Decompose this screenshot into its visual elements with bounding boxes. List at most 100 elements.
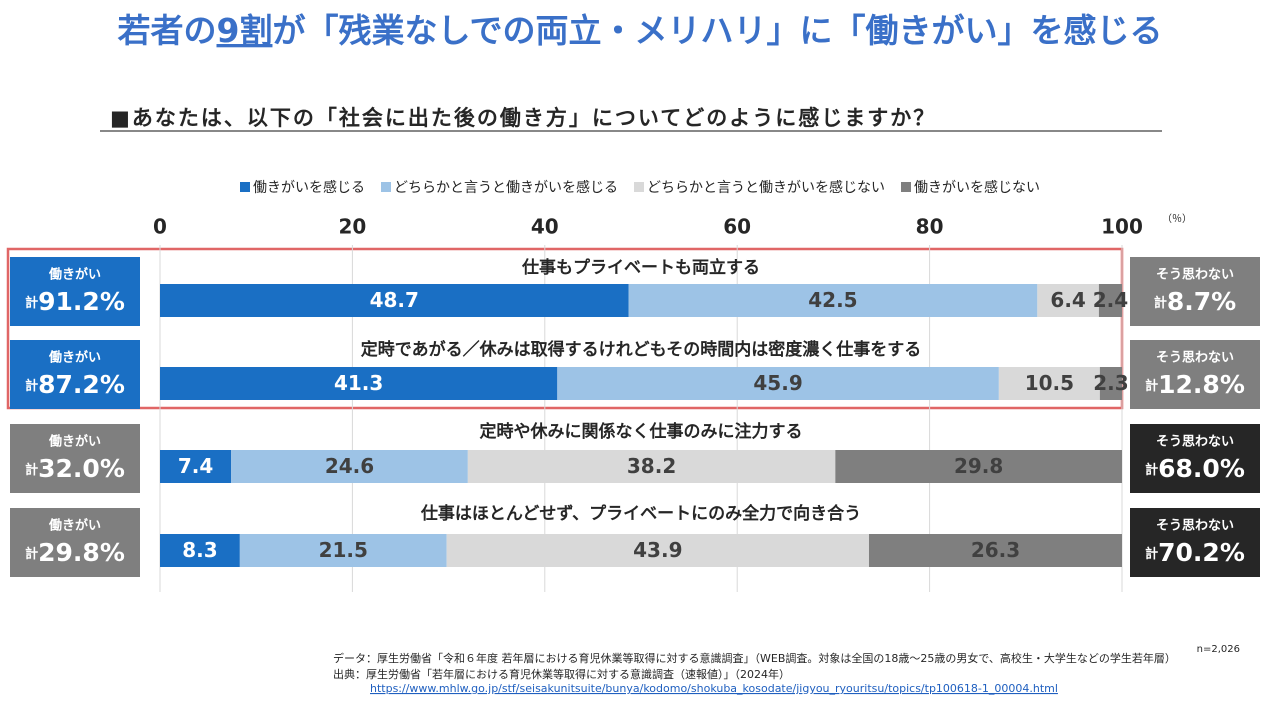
total-prefix: 計: [1145, 378, 1158, 394]
data-label: 21.5: [319, 538, 368, 562]
data-label: 43.9: [633, 538, 682, 562]
bar-segment: [239, 534, 447, 567]
bar-segment: [835, 450, 1122, 483]
data-label: 29.8: [954, 454, 1003, 478]
total-value-label: 12.8%: [1158, 370, 1245, 399]
total-box-label: 働きがい: [48, 350, 101, 366]
total-box: [1130, 508, 1260, 577]
source-line: 出典：厚生労働省「若年層における育児休業等取得に対する意識調査（速報値）」（20…: [333, 667, 790, 681]
total-value-label: 29.8%: [38, 538, 125, 567]
bar-segment: [557, 367, 999, 400]
category-label: 仕事はほとんどせず、プライベートにのみ全力で向き合う: [420, 503, 861, 524]
data-label: 2.3: [1093, 371, 1128, 395]
total-box: [1130, 340, 1260, 409]
x-tick-label: 20: [338, 215, 366, 239]
total-value-label: 68.0%: [1158, 454, 1245, 483]
data-label: 38.2: [627, 454, 676, 478]
category-label: 仕事もプライベートも両立する: [521, 257, 760, 278]
total-box-label: 働きがい: [48, 518, 101, 534]
total-value: 計29.8%: [25, 538, 125, 567]
x-tick-label: 40: [531, 215, 559, 239]
data-label: 7.4: [178, 454, 213, 478]
category-label: 定時であがる／休みは取得するけれどもその時間内は密度濃く仕事をする: [361, 339, 922, 360]
data-label: 45.9: [753, 371, 802, 395]
data-label: 10.5: [1025, 371, 1074, 395]
data-label: 48.7: [370, 288, 419, 312]
x-unit: （％）: [1162, 213, 1192, 225]
total-box-label: 働きがい: [48, 434, 101, 450]
bar-segment: [160, 367, 558, 400]
legend-swatch: [240, 182, 250, 192]
total-prefix: 計: [25, 462, 38, 478]
data-label: 42.5: [808, 288, 857, 312]
total-value: 計91.2%: [25, 287, 125, 316]
total-prefix: 計: [25, 378, 38, 394]
total-value: 計68.0%: [1145, 454, 1245, 483]
bar-segment: [1037, 284, 1099, 317]
legend-swatch: [381, 182, 391, 192]
total-prefix: 計: [1145, 462, 1158, 478]
legend-label: どちらかと言うと働きがいを感じない: [647, 179, 885, 196]
bar-segment: [1098, 284, 1122, 317]
x-tick-label: 80: [916, 215, 944, 239]
total-value: 計8.7%: [1154, 287, 1236, 316]
data-label: 24.6: [325, 454, 374, 478]
total-value: 計32.0%: [25, 454, 125, 483]
total-box-label: 働きがい: [48, 267, 101, 283]
bar-segment: [868, 534, 1122, 567]
total-value: 計87.2%: [25, 370, 125, 399]
total-value-label: 87.2%: [38, 370, 125, 399]
bar-segment: [160, 284, 629, 317]
total-prefix: 計: [1154, 295, 1167, 311]
data-line: データ：厚生労働省「令和６年度 若年層における育児休業等取得に対する意識調査」（…: [333, 651, 1176, 665]
total-value-label: 32.0%: [38, 454, 125, 483]
total-value-label: 8.7%: [1167, 287, 1236, 316]
total-value: 計70.2%: [1145, 538, 1245, 567]
legend-label: 働きがいを感じる: [253, 179, 365, 196]
legend-swatch: [634, 182, 644, 192]
total-box: [10, 257, 140, 326]
bar-segment: [160, 450, 232, 483]
legend-swatch: [901, 182, 911, 192]
slide-title: 若者の9割が「残業なしでの両立・メリハリ」に「働きがい」を感じる: [118, 11, 1163, 50]
legend-label: 働きがいを感じない: [914, 179, 1040, 196]
chart-title: ■あなたは、以下の「社会に出た後の働き方」についてどのように感じますか？: [110, 106, 936, 130]
legend-label: どちらかと言うと働きがいを感じる: [394, 179, 618, 196]
source-link[interactable]: https://www.mhlw.go.jp/stf/seisakunitsui…: [370, 682, 1058, 695]
x-tick-label: 0: [153, 215, 167, 239]
total-prefix: 計: [1145, 546, 1158, 562]
total-box: [1130, 424, 1260, 493]
bar-segment: [998, 367, 1100, 400]
bar-segment: [231, 450, 468, 483]
x-tick-label: 60: [723, 215, 751, 239]
total-box: [1130, 257, 1260, 326]
title-part: 9割: [217, 11, 273, 50]
title-part: 若者の: [118, 11, 217, 50]
total-box-label: そう思わない: [1156, 351, 1234, 366]
bar-segment: [160, 534, 240, 567]
total-prefix: 計: [25, 546, 38, 562]
data-label: 6.4: [1050, 288, 1085, 312]
bar-segment: [446, 534, 869, 567]
x-tick-label: 100: [1101, 215, 1143, 239]
total-prefix: 計: [25, 295, 38, 311]
total-box: [10, 424, 140, 493]
total-value-label: 91.2%: [38, 287, 125, 316]
total-box-label: そう思わない: [1156, 519, 1234, 534]
data-label: 26.3: [971, 538, 1020, 562]
total-box: [10, 508, 140, 577]
bar-segment: [628, 284, 1038, 317]
category-label: 定時や休みに関係なく仕事のみに注力する: [480, 421, 803, 442]
legend: 働きがいを感じる どちらかと言うと働きがいを感じる どちらかと言うと働きがいを感じな…: [240, 179, 1040, 196]
data-label: 8.3: [182, 538, 217, 562]
total-value-label: 70.2%: [1158, 538, 1245, 567]
sample-note: n=2,026: [1197, 644, 1240, 655]
bar-segment: [1099, 367, 1122, 400]
title-part: が「残業なしでの両立・メリハリ」に「働きがい」を感じる: [272, 11, 1162, 50]
total-value: 計12.8%: [1145, 370, 1245, 399]
total-box-label: そう思わない: [1156, 268, 1234, 283]
total-box-label: そう思わない: [1156, 435, 1234, 450]
bar-segment: [467, 450, 836, 483]
total-box: [10, 340, 140, 409]
